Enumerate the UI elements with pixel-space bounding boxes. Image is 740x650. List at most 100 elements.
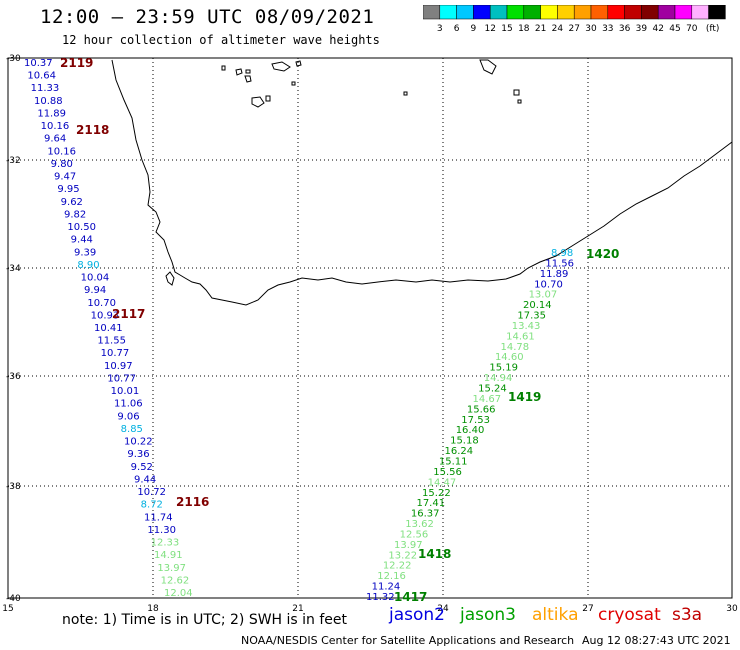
swh-value: 14.67: [473, 394, 502, 405]
swh-value: 13.97: [157, 563, 186, 574]
footer-credit: NOAA/NESDIS Center for Satellite Applica…: [241, 634, 575, 647]
swh-value: 14.94: [484, 373, 513, 384]
note-text: note: 1) Time is in UTC; 2) SWH is in fe…: [62, 612, 348, 628]
time-labels: 2119 2118 2117 2116 1420 1419 1418 1417: [60, 56, 619, 604]
swh-value: 9.44: [134, 474, 156, 485]
scale-tick-label: 36: [619, 24, 631, 33]
swh-value: 12.62: [161, 575, 190, 586]
scale-unit: (ft): [706, 24, 720, 33]
swh-value: 14.78: [501, 342, 530, 353]
lon-label: 18: [147, 604, 159, 614]
islands: [221, 59, 522, 108]
swh-value: 12.16: [377, 571, 406, 582]
scale-tick-label: 42: [652, 24, 663, 33]
swh-value: 9.82: [64, 209, 86, 220]
lon-label: 24: [437, 604, 449, 614]
scale-tick-label: 6: [454, 24, 460, 33]
legend-jason2: jason2: [389, 605, 445, 625]
swh-value: 20.14: [523, 300, 552, 311]
swh-value: 13.97: [394, 540, 423, 551]
swh-value: 11.33: [31, 83, 60, 94]
scale-tick-label: 3: [437, 24, 443, 33]
time-label: 2119: [60, 56, 93, 70]
swh-value: 13.07: [529, 290, 558, 301]
swh-value: 12.56: [400, 529, 429, 540]
swh-value: 9.94: [84, 285, 106, 296]
scale-swatch: [708, 5, 726, 20]
swh-value: 11.30: [147, 525, 176, 536]
swh-value: 11.32: [366, 592, 395, 603]
swh-value: 11.56: [545, 258, 574, 269]
swh-value: 9.80: [51, 159, 73, 170]
lat-label: -34: [6, 264, 21, 274]
scale-tick-label: 21: [535, 24, 546, 33]
swh-value: 9.44: [71, 235, 93, 246]
lon-label: 21: [292, 604, 303, 614]
color-scale: 3 6 9 12 15 18 21 24 27 30 33 36 39 42 45 70 (ft): [423, 5, 726, 33]
swh-value: 10.97: [104, 361, 133, 372]
swh-value: 12.22: [383, 561, 412, 572]
swh-value: 11.74: [144, 512, 173, 523]
swh-value: 10.77: [107, 373, 136, 384]
time-label: 2117: [112, 307, 145, 321]
lat-label: -32: [6, 156, 21, 166]
swh-value: 10.01: [111, 386, 140, 397]
swh-value: 8.72: [141, 500, 163, 511]
swh-value: 15.66: [467, 404, 496, 415]
coastline: [111, 59, 733, 306]
swh-value: 13.43: [512, 321, 541, 332]
scale-tick-label: 24: [552, 24, 564, 33]
graticule: [8, 58, 732, 598]
swh-value: 16.24: [444, 446, 473, 457]
swh-value: 9.36: [127, 449, 149, 460]
swh-value: 10.64: [27, 71, 56, 82]
map-title: 12:00 — 23:59 UTC 08/09/2021: [40, 6, 375, 28]
scale-tick-label: 15: [501, 24, 512, 33]
swh-value: 10.70: [87, 298, 116, 309]
swh-value: 11.06: [114, 399, 143, 410]
swh-value: 9.06: [117, 411, 139, 422]
swh-value: 10.04: [81, 273, 110, 284]
legend-altika: altika: [532, 605, 579, 625]
map-frame: [7, 57, 733, 599]
footer-timestamp: Aug 12 08:27:43 UTC 2021: [582, 634, 731, 647]
time-label: 1420: [586, 247, 619, 261]
swh-value: 13.62: [405, 519, 434, 530]
scale-tick-label: 12: [484, 24, 495, 33]
swh-value: 11.24: [372, 582, 401, 593]
swh-value: 11.55: [97, 336, 126, 347]
swh-value: 15.11: [439, 456, 468, 467]
lon-label: 27: [582, 604, 593, 614]
swh-value: 13.22: [388, 550, 417, 561]
swh-value: 15.18: [450, 436, 479, 447]
swh-value: 17.41: [416, 498, 445, 509]
swh-value: 12.33: [151, 538, 180, 549]
time-label: 2118: [76, 123, 109, 137]
swh-value: 15.56: [433, 467, 462, 478]
swh-value: 17.35: [517, 311, 546, 322]
lon-label: 30: [726, 604, 738, 614]
lat-label: -36: [6, 372, 21, 382]
swh-value: 10.16: [47, 146, 76, 157]
scale-tick-label: 27: [568, 24, 579, 33]
swh-value: 11.89: [37, 108, 66, 119]
lat-label: -40: [6, 594, 21, 604]
lat-label: -30: [6, 54, 21, 64]
time-label: 1417: [394, 590, 427, 604]
swh-value: 16.37: [411, 509, 440, 520]
swh-value: 14.61: [506, 331, 535, 342]
swh-value: 15.24: [478, 384, 507, 395]
swh-value: 14.47: [428, 477, 457, 488]
lon-label: 15: [2, 604, 13, 614]
swh-value: 10.16: [41, 121, 70, 132]
swh-value: 16.40: [456, 425, 485, 436]
swh-value: 10.72: [137, 487, 166, 498]
track-labels: 10.3710.6411.3310.8811.8910.169.6410.169…: [24, 58, 574, 603]
time-label: 1418: [418, 547, 451, 561]
swh-value: 15.19: [489, 363, 518, 374]
scale-tick-label: 33: [602, 24, 613, 33]
swh-value: 8.90: [77, 260, 99, 271]
swh-value: 10.22: [124, 437, 153, 448]
